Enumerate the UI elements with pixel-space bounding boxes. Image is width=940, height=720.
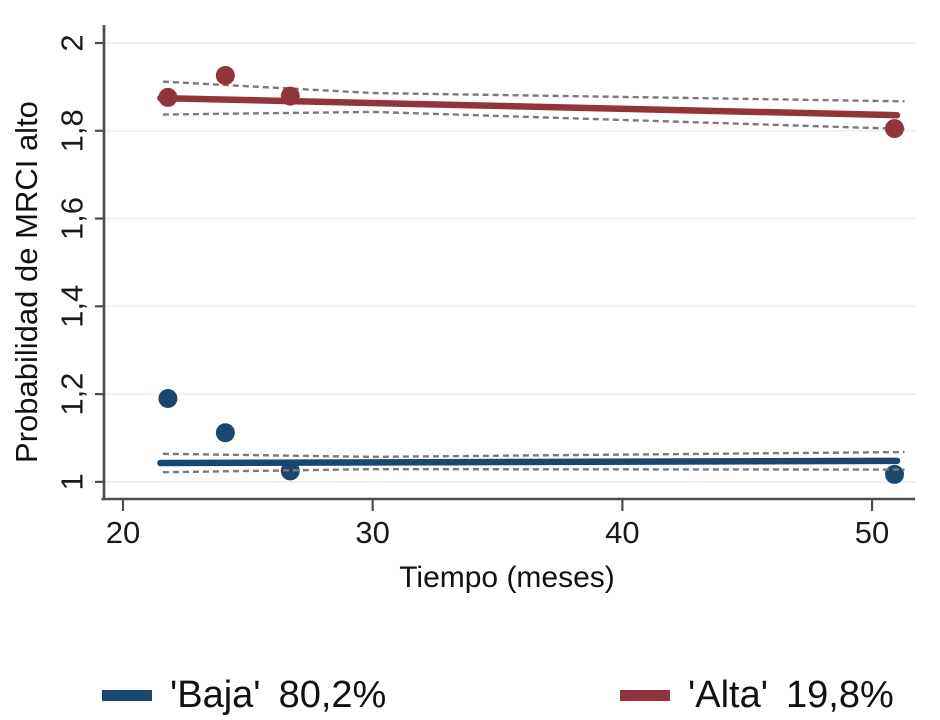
y-tick-label: 1,4: [55, 285, 90, 328]
x-tick-label: 30: [355, 515, 389, 550]
data-point: [280, 461, 300, 481]
legend-value-baja: 80,2%: [278, 674, 387, 716]
y-tick-label: 1,6: [55, 197, 90, 240]
ci-line: [162, 467, 905, 474]
legend-label-alta: 'Alta': [688, 674, 768, 716]
y-tick-label: 1: [55, 473, 90, 490]
legend: 'Baja' 80,2% 'Alta' 19,8%: [0, 671, 940, 720]
data-point: [215, 423, 235, 443]
y-tick-label: 1,8: [55, 109, 90, 152]
x-tick-label: 50: [855, 515, 889, 550]
data-point: [158, 388, 178, 408]
fit-line: [157, 457, 901, 467]
legend-swatch-baja: [102, 690, 152, 701]
legend-item-alta: 'Alta' 19,8%: [620, 671, 894, 720]
legend-value-alta: 19,8%: [786, 674, 894, 716]
y-tick-label: 2: [55, 34, 90, 51]
y-axis-title: Probabilidad de MRCI alto: [9, 101, 44, 463]
data-point: [158, 87, 178, 107]
legend-swatch-alta: [620, 690, 670, 701]
data-point: [885, 464, 905, 484]
x-tick-label: 40: [605, 515, 639, 550]
chart-canvas: 2 1,8 1,6 1,4 1,2 1 20 30 40 50: [55, 25, 915, 550]
legend-item-baja: 'Baja' 80,2%: [102, 671, 386, 720]
legend-label-baja: 'Baja': [170, 674, 261, 716]
x-axis-title: Tiempo (meses): [399, 561, 615, 594]
ci-line: [162, 450, 905, 459]
ci-line: [162, 80, 905, 103]
x-tick-label: 20: [106, 515, 140, 550]
ci-line: [162, 110, 905, 131]
y-tick-label: 1,2: [55, 373, 90, 416]
data-point: [885, 119, 905, 139]
data-point: [280, 86, 300, 106]
data-point: [215, 65, 235, 85]
